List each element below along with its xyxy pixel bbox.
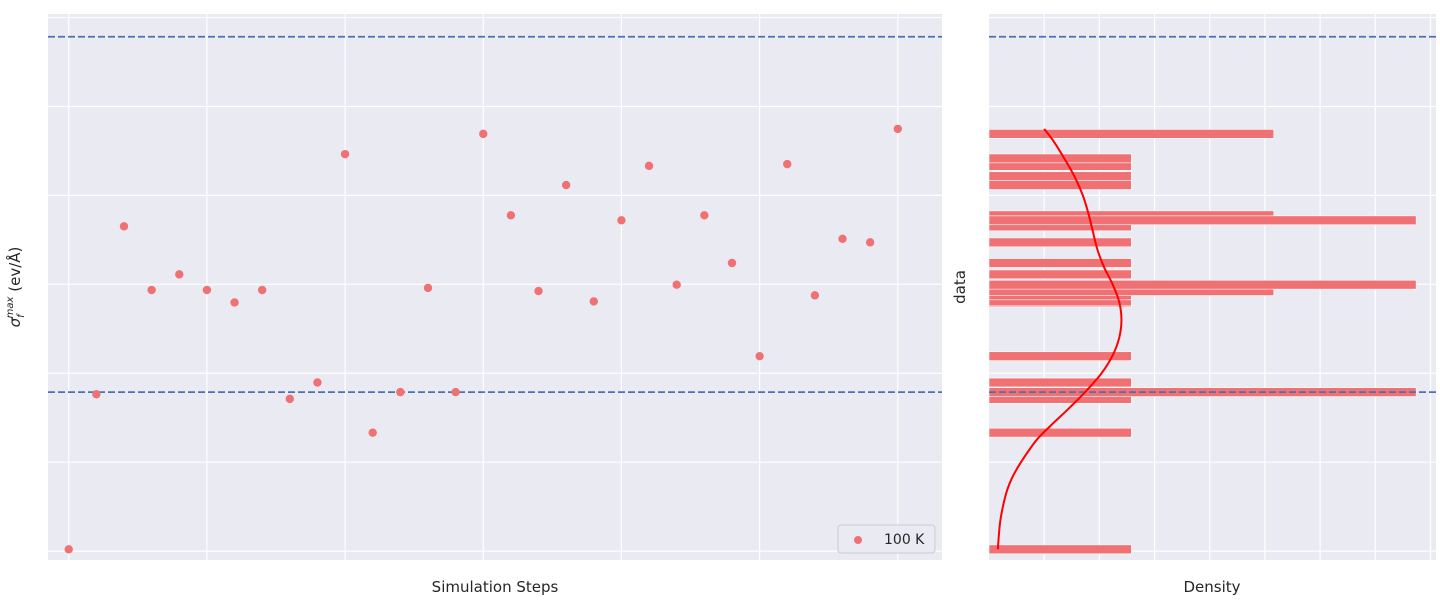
histogram-bar bbox=[988, 237, 1132, 248]
scatter-point bbox=[202, 285, 212, 295]
histogram-bar bbox=[988, 153, 1132, 164]
scatter-point bbox=[893, 124, 902, 134]
y-axis-label-symbol: σ bbox=[6, 317, 24, 327]
histogram-panel: Density data bbox=[951, 14, 1436, 596]
histogram-bar bbox=[988, 351, 1132, 361]
scatter-point bbox=[92, 390, 101, 399]
scatter-point bbox=[506, 211, 516, 220]
scatter-points bbox=[64, 124, 902, 554]
scatter-point bbox=[727, 258, 737, 268]
scatter-threshold-lines bbox=[48, 35, 942, 394]
histogram-bar bbox=[988, 171, 1132, 181]
scatter-point bbox=[783, 159, 792, 169]
scatter-point bbox=[313, 378, 322, 387]
x-axis-label: Simulation Steps bbox=[432, 578, 559, 596]
histogram-bar bbox=[988, 269, 1132, 280]
histogram-bar bbox=[988, 129, 1275, 139]
scatter-point bbox=[589, 297, 598, 306]
scatter-point bbox=[119, 222, 129, 231]
legend-marker bbox=[854, 536, 862, 544]
histogram-bar bbox=[988, 180, 1132, 190]
scatter-grid bbox=[48, 14, 942, 560]
legend: 100 K bbox=[837, 524, 936, 554]
scatter-plot-area bbox=[48, 14, 942, 560]
scatter-point bbox=[368, 428, 377, 437]
scatter-point bbox=[617, 216, 626, 225]
histogram-x-axis-label: Density bbox=[1183, 578, 1240, 596]
kde-curve bbox=[996, 128, 1123, 550]
scatter-point bbox=[700, 211, 709, 220]
y-axis-label: σfmax (ev/Å) bbox=[5, 247, 27, 328]
scatter-point bbox=[175, 270, 184, 279]
y-axis-label-unit: (ev/Å) bbox=[5, 247, 24, 297]
histogram-y-axis-label: data bbox=[951, 270, 969, 304]
scatter-point bbox=[257, 285, 267, 295]
scatter-point bbox=[534, 286, 543, 296]
histogram-bar bbox=[988, 427, 1132, 438]
scatter-point bbox=[451, 387, 460, 397]
scatter-point bbox=[865, 238, 875, 247]
scatter-point bbox=[340, 149, 350, 159]
scatter-point bbox=[644, 161, 654, 171]
scatter-point bbox=[838, 234, 847, 244]
scatter-point bbox=[230, 298, 239, 307]
histogram-bar bbox=[988, 279, 1417, 290]
histogram-bar bbox=[988, 258, 1132, 268]
scatter-point bbox=[423, 283, 433, 293]
scatter-point bbox=[672, 280, 681, 289]
scatter-panel: 100 K Simulation Steps σfmax (ev/Å) bbox=[5, 14, 942, 596]
scatter-point bbox=[147, 285, 156, 295]
y-axis-label-subscript: f bbox=[16, 313, 27, 318]
histogram-bar bbox=[988, 377, 1132, 388]
legend-label: 100 K bbox=[884, 532, 925, 548]
scatter-point bbox=[755, 351, 764, 361]
scatter-point bbox=[64, 545, 73, 554]
histogram-bar bbox=[988, 544, 1132, 555]
scatter-point bbox=[285, 394, 295, 404]
y-axis-label-superscript: max bbox=[5, 296, 16, 318]
scatter-point bbox=[396, 387, 405, 397]
histogram-bar bbox=[988, 215, 1417, 226]
scatter-point bbox=[810, 291, 820, 300]
scatter-point bbox=[561, 180, 571, 190]
histogram-threshold-lines bbox=[989, 35, 1436, 394]
scatter-point bbox=[479, 129, 488, 139]
legend-box bbox=[837, 524, 936, 554]
